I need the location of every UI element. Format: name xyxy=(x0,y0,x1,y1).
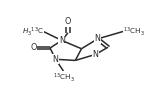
Text: O: O xyxy=(65,17,71,26)
Text: $^{13}$CH$_3$: $^{13}$CH$_3$ xyxy=(53,71,75,84)
Text: $^{13}$CH$_3$: $^{13}$CH$_3$ xyxy=(123,25,145,38)
Text: O: O xyxy=(30,44,37,53)
Text: N: N xyxy=(95,34,100,43)
Text: $H_3$$^{13}$C: $H_3$$^{13}$C xyxy=(22,25,44,38)
Text: N: N xyxy=(59,36,65,45)
Text: N: N xyxy=(53,55,59,64)
Text: N: N xyxy=(93,50,99,59)
